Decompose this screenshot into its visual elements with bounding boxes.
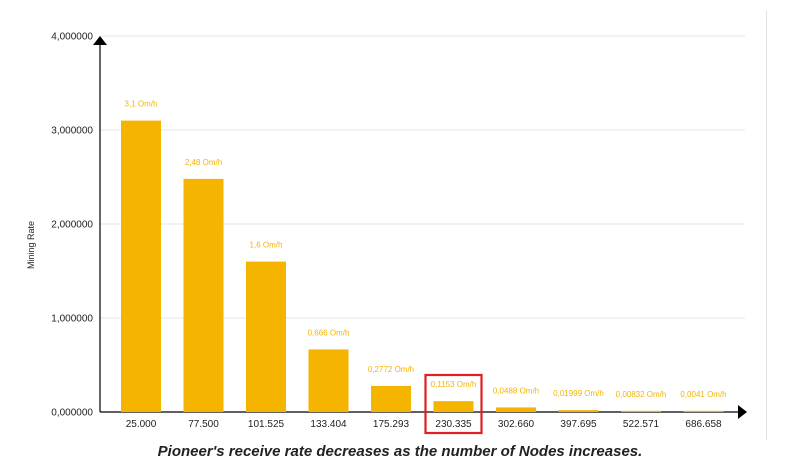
y-tick-label: 2,000000 (51, 220, 93, 231)
x-tick-label: 133.404 (310, 419, 347, 430)
bar-value-label: 0,0041 Om/h (680, 390, 726, 399)
x-axis-arrow (738, 405, 747, 419)
bar (121, 120, 161, 412)
bar (183, 178, 224, 412)
x-tick-label: 397.695 (560, 419, 597, 430)
bar-value-label: 0,0488 Om/h (493, 386, 539, 395)
bar (621, 410, 661, 412)
bar-value-label: 1,6 Om/h (250, 241, 283, 250)
bar-value-label: 0,2772 Om/h (368, 365, 414, 374)
x-tick-label: 77.500 (188, 419, 219, 430)
bar-value-label: 0,1153 Om/h (431, 380, 477, 389)
bar (558, 410, 599, 412)
bar-value-label: 0,666 Om/h (308, 328, 350, 337)
highlight-box (424, 373, 483, 435)
x-tick-label: 230.335 (435, 419, 472, 430)
x-tick-label: 686.658 (685, 419, 722, 430)
x-tick-label: 175.293 (373, 419, 410, 430)
bar (246, 261, 286, 412)
x-tick-label: 25.000 (126, 419, 157, 430)
bar (308, 349, 349, 412)
y-tick-label: 3,000000 (51, 126, 93, 137)
bar-value-label: 2,48 Om/h (185, 158, 222, 167)
right-divider (766, 10, 767, 440)
bar-value-label: 0,01999 Om/h (553, 389, 604, 398)
bar (371, 385, 411, 412)
x-tick-label: 101.525 (248, 419, 285, 430)
y-tick-label: 4,000000 (51, 32, 93, 43)
bar (433, 401, 474, 412)
x-tick-label: 522.571 (623, 419, 660, 430)
bar (683, 410, 724, 412)
y-tick-label: 0,000000 (51, 408, 93, 419)
y-axis-title: Mining Rate (26, 221, 36, 269)
bar-value-label: 0,00832 Om/h (616, 390, 667, 399)
y-tick-label: 1,000000 (51, 314, 93, 325)
y-axis-arrow (93, 36, 107, 45)
bar-value-label: 3,1 Om/h (125, 100, 158, 109)
chart-caption: Pioneer's receive rate decreases as the … (157, 443, 643, 460)
bar (496, 407, 536, 412)
x-tick-label: 302.660 (498, 419, 535, 430)
